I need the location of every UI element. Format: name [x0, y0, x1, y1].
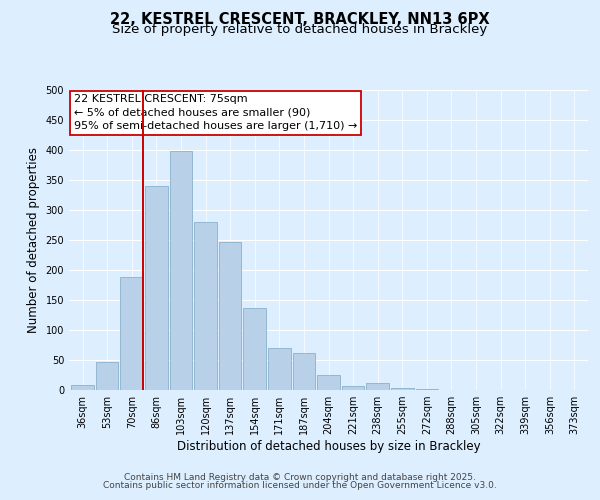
- Y-axis label: Number of detached properties: Number of detached properties: [27, 147, 40, 333]
- Bar: [219, 242, 241, 390]
- Text: Size of property relative to detached houses in Brackley: Size of property relative to detached ho…: [112, 22, 488, 36]
- Bar: [367, 383, 389, 390]
- Bar: [293, 353, 315, 390]
- Bar: [391, 388, 413, 390]
- Text: 22, KESTREL CRESCENT, BRACKLEY, NN13 6PX: 22, KESTREL CRESCENT, BRACKLEY, NN13 6PX: [110, 12, 490, 28]
- Text: Contains HM Land Registry data © Crown copyright and database right 2025.: Contains HM Land Registry data © Crown c…: [124, 472, 476, 482]
- Bar: [96, 362, 118, 390]
- Text: Contains public sector information licensed under the Open Government Licence v3: Contains public sector information licen…: [103, 482, 497, 490]
- Bar: [145, 186, 167, 390]
- X-axis label: Distribution of detached houses by size in Brackley: Distribution of detached houses by size …: [176, 440, 481, 453]
- Bar: [244, 308, 266, 390]
- Text: 22 KESTREL CRESCENT: 75sqm
← 5% of detached houses are smaller (90)
95% of semi-: 22 KESTREL CRESCENT: 75sqm ← 5% of detac…: [74, 94, 358, 131]
- Bar: [342, 386, 364, 390]
- Bar: [268, 348, 290, 390]
- Bar: [71, 385, 94, 390]
- Bar: [121, 277, 143, 390]
- Bar: [194, 222, 217, 390]
- Bar: [317, 375, 340, 390]
- Bar: [170, 151, 192, 390]
